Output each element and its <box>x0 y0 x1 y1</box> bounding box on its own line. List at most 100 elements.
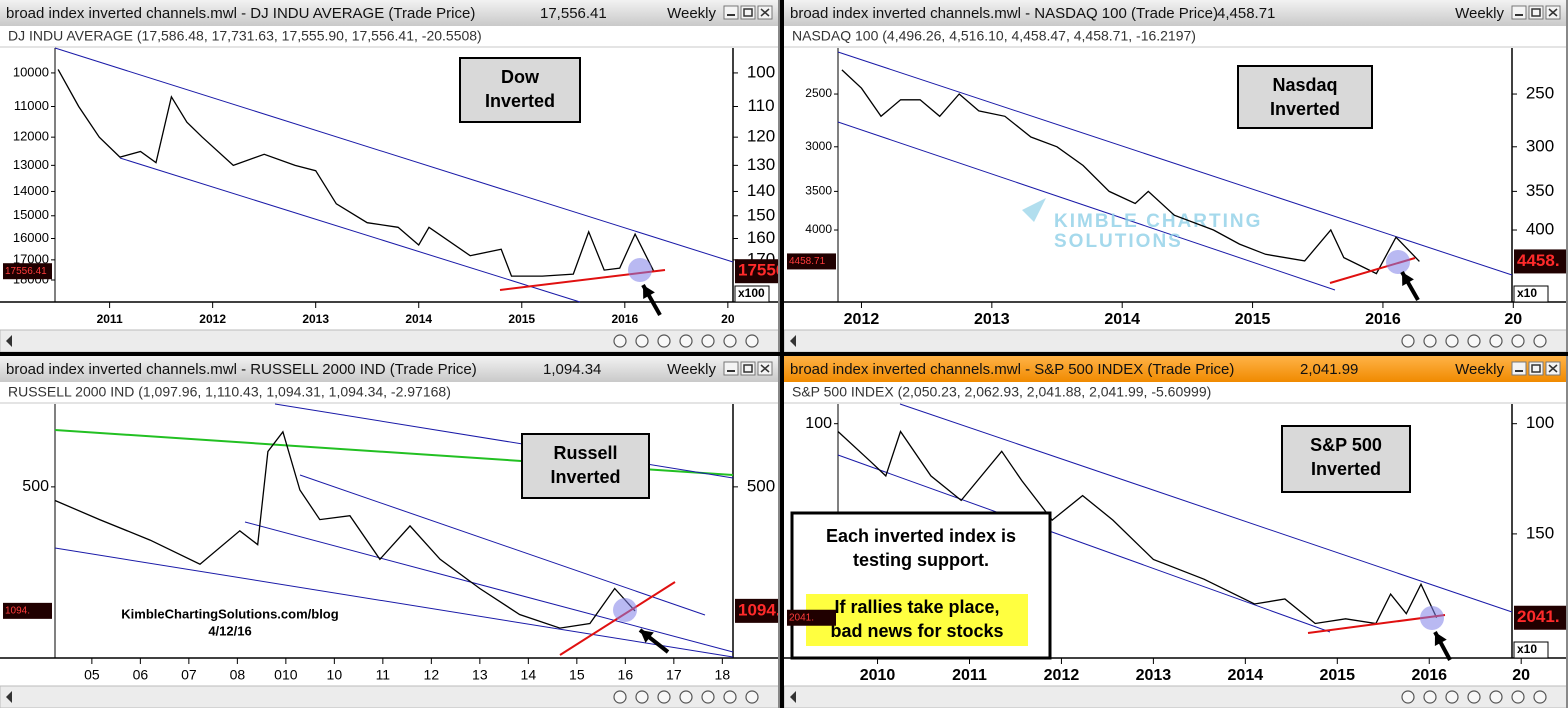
channel-line <box>299 474 706 616</box>
scroll-left[interactable] <box>790 335 796 347</box>
title-bar <box>784 356 1568 382</box>
note-text: Inverted <box>1270 99 1340 119</box>
maximize-button[interactable] <box>1528 361 1544 376</box>
note-box <box>1281 425 1411 493</box>
price-tag-text: 2041. <box>789 612 814 623</box>
watermark: KIMBLE CHARTING <box>1054 211 1262 232</box>
y2-tick-label: 130 <box>747 155 775 174</box>
quote-row <box>0 382 780 404</box>
button-glyph <box>1548 364 1558 373</box>
toolbar-button[interactable] <box>1445 690 1459 704</box>
price-tag-text: 1094. <box>5 605 30 616</box>
price-tag-text: 17556.41 <box>5 266 47 277</box>
watermark: SOLUTIONS <box>1054 231 1183 252</box>
x-tick-label: 20 <box>1512 667 1530 684</box>
scroll-bar[interactable] <box>784 329 1568 352</box>
price-tag <box>787 253 836 270</box>
channel-line <box>274 403 734 479</box>
highlight-circle <box>1386 250 1410 274</box>
price-tag-text: 4458.71 <box>789 256 826 267</box>
scroll-left[interactable] <box>6 691 12 703</box>
minimize-button[interactable] <box>723 5 739 20</box>
y2-tick-label: 160 <box>747 228 775 247</box>
toolbar-button[interactable] <box>1511 690 1525 704</box>
highlight-text: If rallies take place, <box>834 597 999 617</box>
toolbar-button[interactable] <box>1401 690 1415 704</box>
toolbar-button[interactable] <box>745 334 759 348</box>
source-text: KimbleChartingSolutions.com/blog <box>121 606 338 621</box>
y2-tick-label: 110 <box>747 96 774 115</box>
minimize-button[interactable] <box>1511 5 1527 20</box>
x-tick-label: 08 <box>230 667 246 683</box>
toolbar-button[interactable] <box>701 334 715 348</box>
x-tick-label: 2015 <box>1235 311 1271 328</box>
scroll-bar[interactable] <box>784 685 1568 708</box>
x-tick-label: 2016 <box>611 312 638 326</box>
button-glyph <box>743 364 753 373</box>
toolbar-button[interactable] <box>1467 690 1481 704</box>
channel-line <box>837 121 1336 291</box>
last-price: 17,556.41 <box>540 5 607 22</box>
toolbar-button[interactable] <box>1445 334 1459 348</box>
y-tick-label: 11000 <box>14 98 49 113</box>
y-tick-label: 15000 <box>13 207 49 222</box>
maximize-button[interactable] <box>740 361 756 376</box>
price-line <box>54 430 636 629</box>
scroll-bar[interactable] <box>0 329 780 352</box>
quote: S&P 500 INDEX (2,050.23, 2,062.93, 2,041… <box>792 384 1211 400</box>
x-tick-label: 20 <box>721 312 735 326</box>
price-tag <box>735 259 780 284</box>
arrow-head <box>1434 632 1447 646</box>
maximize-button[interactable] <box>1528 5 1544 20</box>
channel-line <box>899 403 1513 613</box>
y2-tick-label: 100 <box>747 62 775 81</box>
toolbar-button[interactable] <box>613 690 627 704</box>
x-tick-label: 14 <box>521 667 537 683</box>
x-tick-label: 12 <box>424 667 440 683</box>
toolbar-button[interactable] <box>1489 690 1503 704</box>
scroll-left[interactable] <box>790 691 796 703</box>
toolbar-button[interactable] <box>1533 334 1547 348</box>
channel-line <box>837 454 1331 633</box>
y-tick-label: 13000 <box>13 157 49 172</box>
x-tick-label: 2013 <box>302 312 329 326</box>
minimize-button[interactable] <box>723 361 739 376</box>
scroll-bar[interactable] <box>0 685 780 708</box>
toolbar-button[interactable] <box>1423 334 1437 348</box>
y-tick-label: 16000 <box>13 230 49 245</box>
highlight-text: bad news for stocks <box>830 621 1003 641</box>
toolbar-button[interactable] <box>635 334 649 348</box>
toolbar-button[interactable] <box>701 690 715 704</box>
minimize-button[interactable] <box>1511 361 1527 376</box>
toolbar-button[interactable] <box>657 690 671 704</box>
note-box <box>1237 65 1373 129</box>
toolbar-button[interactable] <box>723 690 737 704</box>
toolbar-button[interactable] <box>635 690 649 704</box>
toolbar-button[interactable] <box>1511 334 1525 348</box>
price-tag-text: 4458. <box>1517 251 1560 270</box>
x-tick-label: 2013 <box>1136 667 1172 684</box>
scroll-left[interactable] <box>6 335 12 347</box>
y-tick-label: 2500 <box>805 86 832 100</box>
x-tick-label: 010 <box>274 667 298 683</box>
toolbar-button[interactable] <box>1423 690 1437 704</box>
toolbar-button[interactable] <box>1467 334 1481 348</box>
toolbar-button[interactable] <box>723 334 737 348</box>
maximize-button[interactable] <box>740 5 756 20</box>
y-tick-label: 3500 <box>805 184 832 198</box>
toolbar-button[interactable] <box>1533 690 1547 704</box>
toolbar-button[interactable] <box>679 690 693 704</box>
toolbar-button[interactable] <box>1401 334 1415 348</box>
toolbar-button[interactable] <box>613 334 627 348</box>
chart-window: broad index inverted channels.mwl - S&P … <box>784 356 1568 708</box>
quote: DJ INDU AVERAGE (17,586.48, 17,731.63, 1… <box>8 28 482 44</box>
x-tick-label: 07 <box>181 667 197 683</box>
toolbar-button[interactable] <box>745 690 759 704</box>
note-text: Nasdaq <box>1272 75 1337 95</box>
price-tag-text: 2041. <box>1517 607 1560 626</box>
toolbar-button[interactable] <box>657 334 671 348</box>
scroll-right-edge <box>1566 0 1568 352</box>
toolbar-button[interactable] <box>679 334 693 348</box>
y2-tick-label: 120 <box>747 127 775 146</box>
toolbar-button[interactable] <box>1489 334 1503 348</box>
